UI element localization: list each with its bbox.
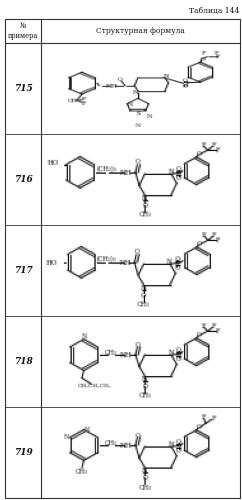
Text: 718: 718 <box>14 357 32 366</box>
Text: Структурная формула: Структурная формула <box>96 27 185 35</box>
Text: 719: 719 <box>14 448 32 456</box>
Text: 716: 716 <box>14 175 32 184</box>
Text: №
примера: № примера <box>8 22 38 40</box>
Text: 715: 715 <box>14 84 32 94</box>
Text: Таблица 144: Таблица 144 <box>189 8 240 16</box>
Text: 717: 717 <box>14 266 32 275</box>
